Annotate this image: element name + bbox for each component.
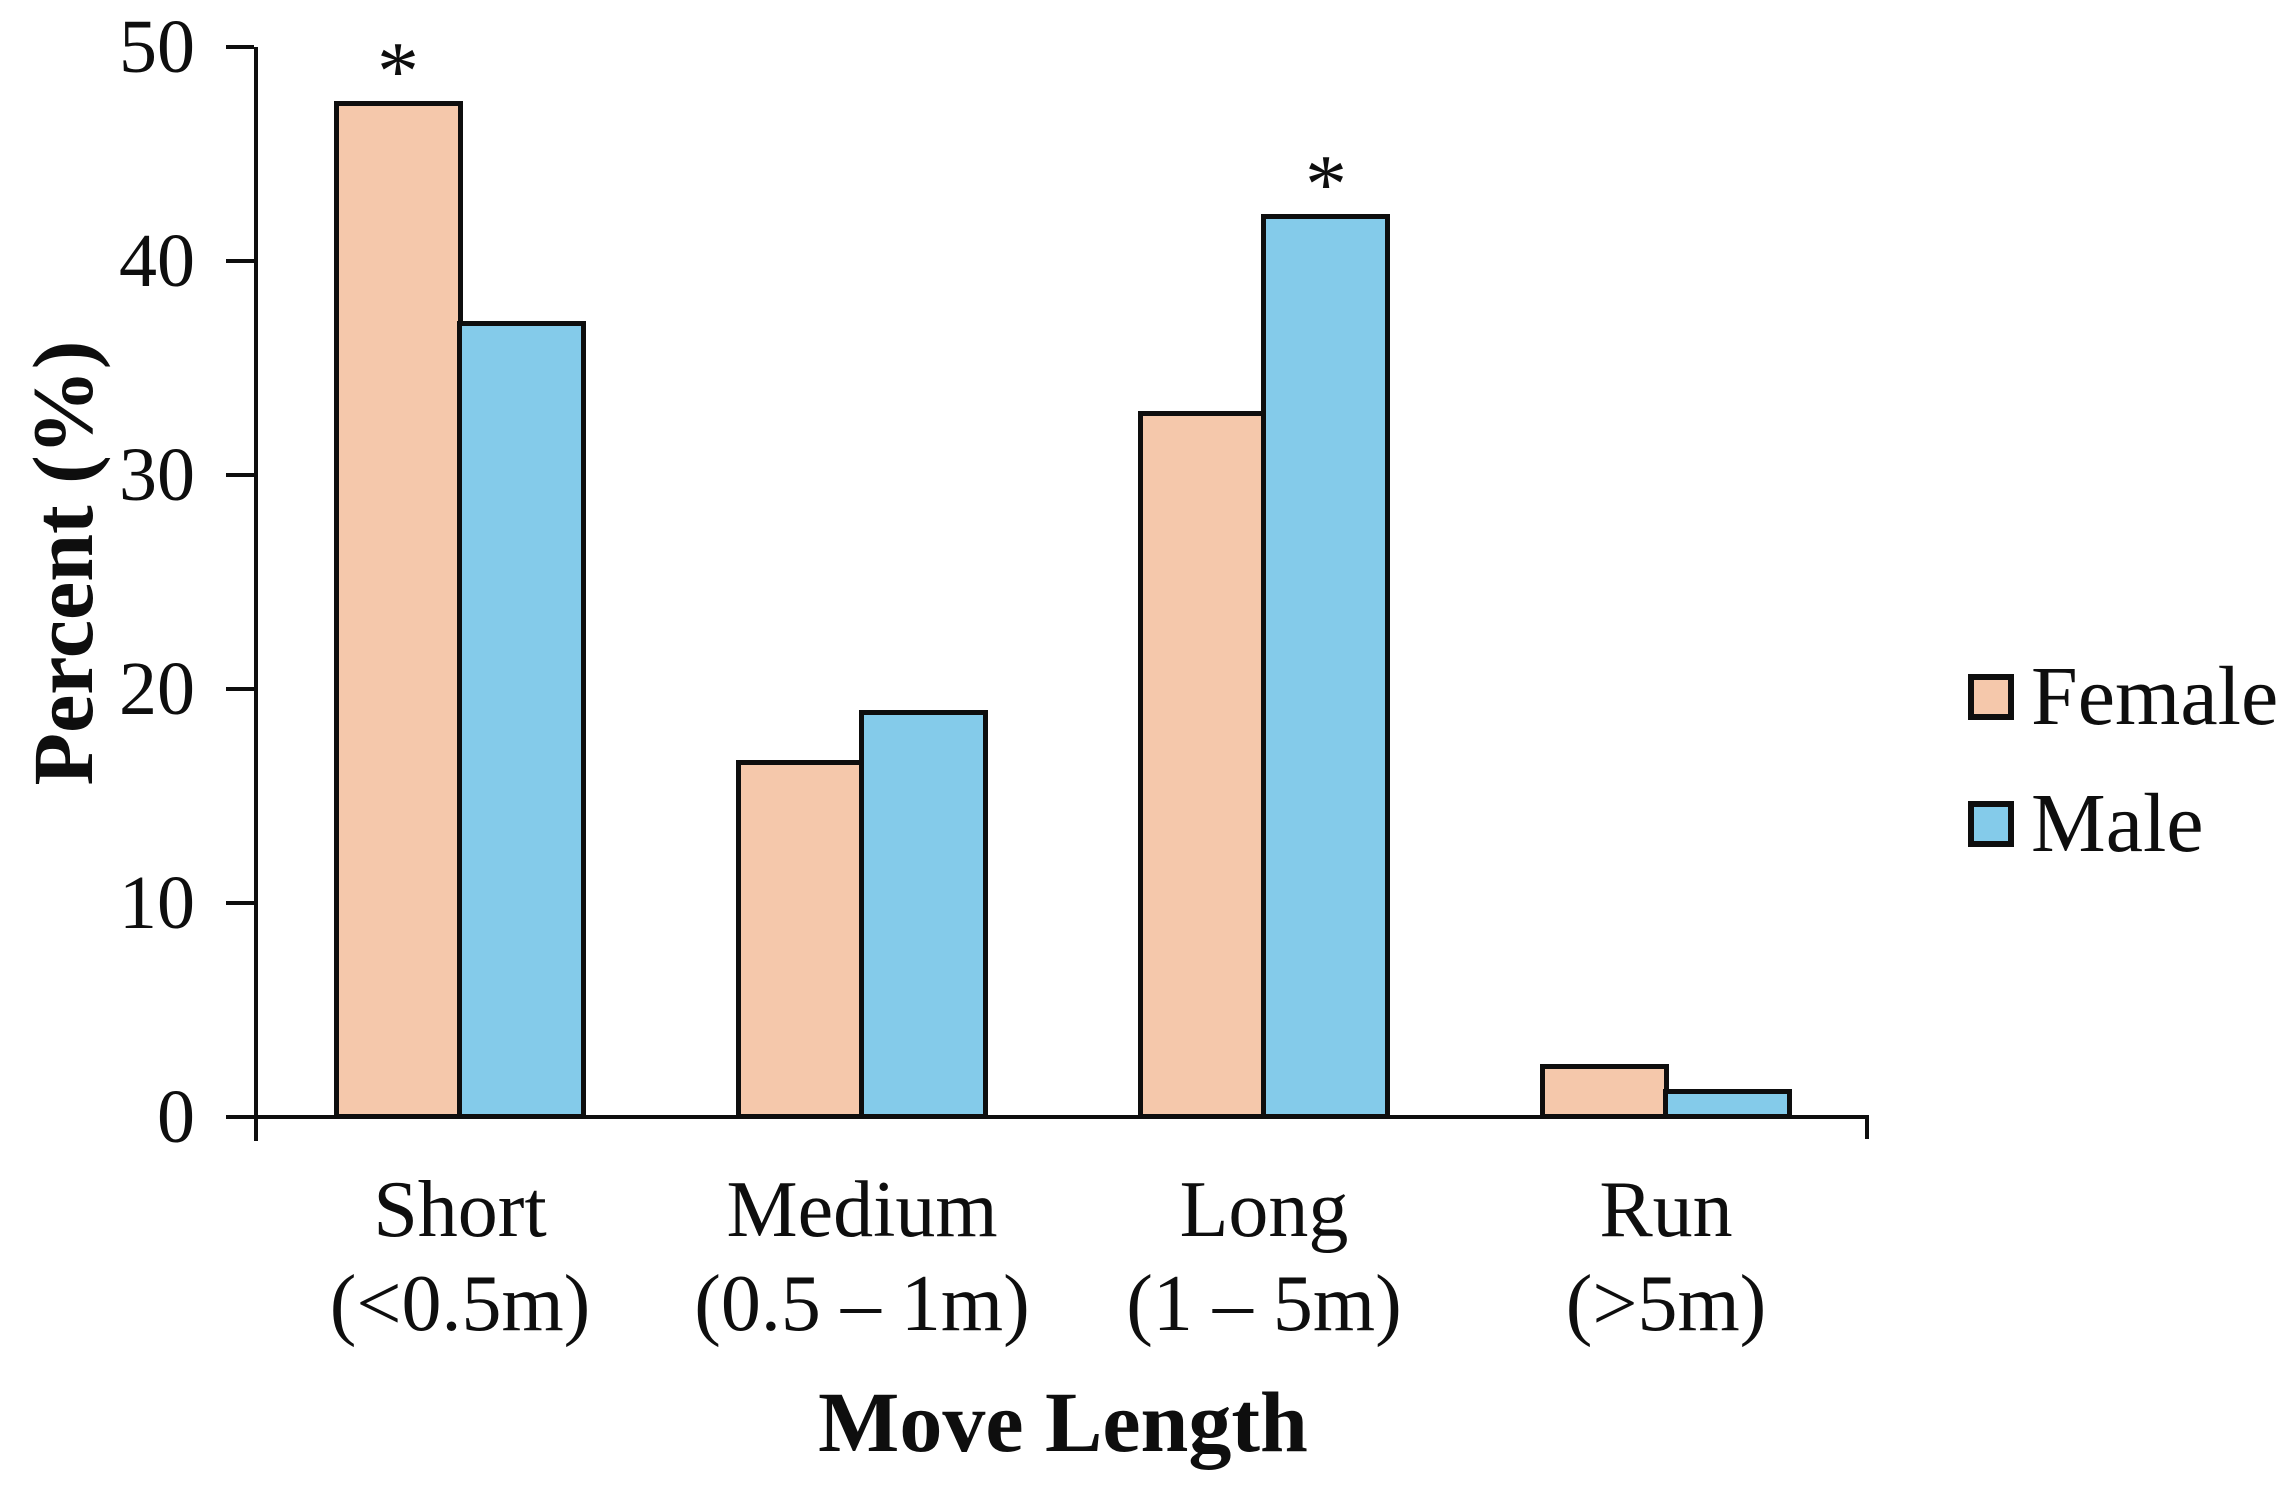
bar-female-medium: [736, 759, 865, 1119]
y-tick: [226, 901, 254, 905]
category-label-group: Medium (0.5 – 1m): [661, 1163, 1063, 1351]
y-tick-label: 10: [119, 861, 195, 945]
legend-label-male: Male: [2031, 777, 2204, 870]
category-label: Run: [1599, 1166, 1733, 1254]
legend: Female Male: [1968, 650, 2279, 870]
bar-male-medium: [859, 710, 988, 1119]
legend-item-male: Male: [1968, 777, 2278, 870]
y-tick-label: 50: [119, 5, 195, 89]
bar-male-long: [1261, 213, 1390, 1119]
category-sublabel: (>5m): [1565, 1260, 1767, 1348]
x-axis-line: [254, 1115, 1869, 1119]
y-tick: [226, 1115, 254, 1119]
y-tick: [226, 473, 254, 477]
x-axis-title: Move Length: [818, 1374, 1308, 1470]
y-tick-label: 30: [119, 433, 195, 517]
bar-female-run: [1540, 1063, 1669, 1119]
bar-female-short: [334, 100, 463, 1119]
bar-male-short: [457, 320, 586, 1119]
significance-asterisk: *: [1305, 137, 1347, 231]
category-label-group: Long (1 – 5m): [1063, 1163, 1465, 1351]
y-tick-label: 0: [157, 1075, 195, 1159]
y-tick: [226, 687, 254, 691]
y-axis-line: [254, 47, 258, 1141]
category-label: Long: [1179, 1166, 1349, 1254]
y-tick-label: 20: [119, 647, 195, 731]
x-axis-end-tick: [1865, 1115, 1869, 1139]
category-label: Short: [373, 1166, 547, 1254]
significance-asterisk: *: [377, 24, 419, 118]
category-label: Medium: [726, 1166, 998, 1254]
category-label-group: Run (>5m): [1465, 1163, 1867, 1351]
male-swatch: [1968, 801, 2014, 847]
category-label-group: Short (<0.5m): [259, 1163, 661, 1351]
category-sublabel: (<0.5m): [329, 1260, 591, 1348]
category-sublabel: (1 – 5m): [1126, 1260, 1402, 1348]
female-swatch: [1968, 674, 2014, 720]
y-tick: [226, 259, 254, 263]
bar-male-run: [1663, 1089, 1792, 1119]
legend-label-female: Female: [2031, 650, 2279, 743]
y-tick-label: 40: [119, 219, 195, 303]
bar-female-long: [1138, 410, 1267, 1119]
legend-item-female: Female: [1968, 650, 2279, 743]
category-sublabel: (0.5 – 1m): [694, 1260, 1030, 1348]
y-tick: [226, 45, 254, 49]
